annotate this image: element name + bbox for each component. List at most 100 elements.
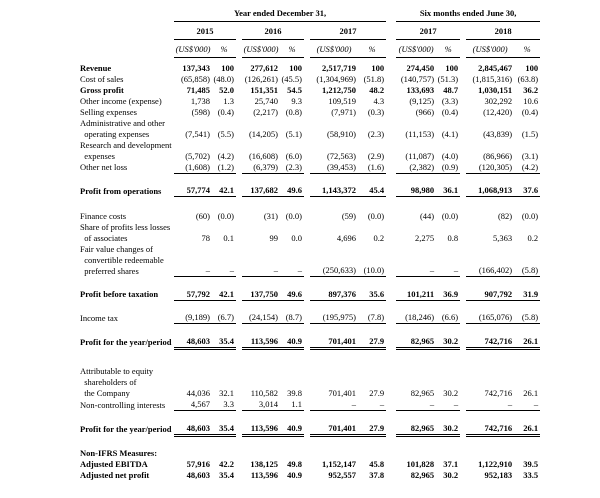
spacer-row: [80, 277, 540, 289]
value-cell: 78: [201, 232, 211, 243]
percent-cell: [280, 448, 304, 459]
value-cell: 1,143,372: [310, 185, 358, 197]
column-gap: [386, 162, 396, 174]
table-row: Fair value changes of convertible redeem…: [80, 243, 541, 277]
period-group-interim: Six months ended June 30,: [396, 8, 541, 22]
value-cell: 742,716: [466, 422, 515, 437]
percent-cell: 42.1: [212, 185, 236, 197]
row-label: Administrative and other operating expen…: [80, 117, 165, 139]
value-cell: 44,036: [186, 388, 210, 398]
value-cell: 82,965: [410, 388, 435, 398]
value-cell: 1,068,913: [466, 185, 515, 197]
percent-cell: 100: [525, 62, 539, 73]
period-group-annual: Year ended December 31,: [174, 8, 387, 22]
percent-cell: (2.3): [280, 161, 304, 174]
value-cell: 952,557: [328, 470, 356, 480]
value-cell: 701,401: [310, 422, 358, 437]
value-cell: 897,376: [310, 288, 358, 301]
percent-cell: 36.2: [523, 84, 539, 95]
table-row: Research and development expenses (5,702)…: [80, 140, 540, 162]
column-gap: [386, 85, 396, 96]
value-cell: 137,682: [242, 185, 280, 197]
row-label: Cost of sales: [80, 73, 124, 84]
value-cell: (126,261): [244, 73, 278, 84]
value-cell: (59): [341, 210, 356, 221]
table-row: Finance costs (60) (0.0) (31) (0.0) (59) (0.0)…: [80, 211, 540, 222]
percent-cell: (0.4): [521, 106, 539, 117]
percent-cell: 0.2: [373, 232, 385, 243]
table-row: Attributable to equity shareholders of t…: [80, 366, 540, 399]
percent-cell: 37.8: [369, 470, 385, 480]
value-cell: (2,217): [253, 106, 278, 117]
spacer-row: [80, 324, 540, 336]
value-cell: 113,596: [250, 470, 278, 480]
percent-cell: 42.1: [212, 288, 236, 301]
percent-cell: (4.1): [441, 128, 459, 139]
column-gap: [386, 244, 396, 277]
value-cell: 5,363: [492, 232, 513, 243]
percent-cell: (5.8): [514, 243, 541, 277]
document-page: Year ended December 31, Six months ended…: [80, 8, 541, 482]
percent-cell: 48.2: [369, 84, 385, 95]
percent-cell: 4.3: [373, 95, 385, 106]
percent-cell: 40.9: [280, 335, 304, 350]
percent-cell: (0.0): [367, 210, 385, 221]
value-cell: [174, 448, 212, 459]
percent-cell: 42.2: [219, 459, 234, 469]
row-label: Profit for the year/period: [80, 424, 172, 434]
value-cell: [310, 448, 358, 459]
percent-cell: 36.9: [436, 288, 461, 301]
value-cell: 1,212,750: [322, 84, 356, 95]
row-spacer: [80, 435, 540, 448]
table-row: Profit before taxation 57,792 42.1 137,750 4…: [80, 288, 541, 301]
column-gap: [386, 459, 396, 470]
percent-cell: –: [436, 243, 461, 277]
percent-cell: (45.5): [281, 73, 302, 84]
percent-cell: 26.1: [514, 335, 541, 350]
value-cell: (165,076): [466, 312, 515, 324]
column-gap: [386, 222, 396, 244]
unit-header: (US$'000): [466, 39, 515, 58]
percent-cell: 31.9: [514, 288, 541, 301]
percent-cell: (48.0): [213, 73, 234, 84]
value-cell: (250,633): [310, 243, 358, 277]
percent-cell: 27.9: [369, 388, 385, 398]
year-row: 2015 2016 2017 2017 2018: [80, 21, 541, 40]
percent-cell: (0.0): [217, 210, 234, 221]
value-cell: (43,839): [483, 128, 513, 139]
percent-cell: (7.8): [358, 312, 387, 324]
value-cell: (11,153): [405, 128, 435, 139]
value-cell: 1,122,910: [478, 459, 513, 469]
value-cell: 82,965: [396, 335, 437, 350]
value-cell: 2,517,719: [322, 62, 356, 73]
percent-cell: 0.1: [223, 232, 234, 243]
value-cell: 113,596: [242, 335, 280, 350]
spacer-row: [80, 411, 540, 423]
value-cell: (24,154): [242, 312, 280, 324]
row-label: Finance costs: [80, 210, 127, 221]
value-cell: 101,211: [396, 288, 437, 301]
table-row: Cost of sales (65,858) (48.0) (126,261) (45.…: [80, 74, 540, 85]
table-row: Profit from operations 57,774 42.1 137,682 4…: [80, 185, 541, 197]
table-row: Adjusted EBITDA 57,916 42.2 138,125 49.8 1,15…: [80, 459, 540, 470]
value-cell: 101,828: [406, 459, 435, 469]
percent-cell: [358, 448, 386, 459]
percent-cell: (4.2): [514, 161, 541, 174]
row-spacer: [80, 277, 540, 289]
value-cell: 137,750: [242, 288, 280, 301]
table-row: Non-IFRS Measures:: [80, 448, 540, 459]
column-gap: [386, 423, 396, 436]
percent-cell: 100: [445, 62, 459, 73]
percent-cell: (6.0): [285, 150, 302, 161]
value-cell: 57,774: [174, 185, 212, 197]
value-cell: 57,792: [174, 288, 212, 301]
value-cell: (18,246): [396, 312, 437, 324]
percent-cell: 1.3: [223, 95, 234, 106]
value-cell: –: [396, 243, 437, 277]
table-body: Revenue 137,343 100 277,612 100 2,517,719 100 2…: [80, 58, 541, 482]
table-header: Year ended December 31, Six months ended…: [80, 8, 541, 58]
value-cell: (86,966): [483, 150, 513, 161]
percent-cell: 45.4: [358, 185, 387, 197]
percent-cell: (5.1): [285, 128, 302, 139]
percent-header: %: [514, 39, 541, 58]
